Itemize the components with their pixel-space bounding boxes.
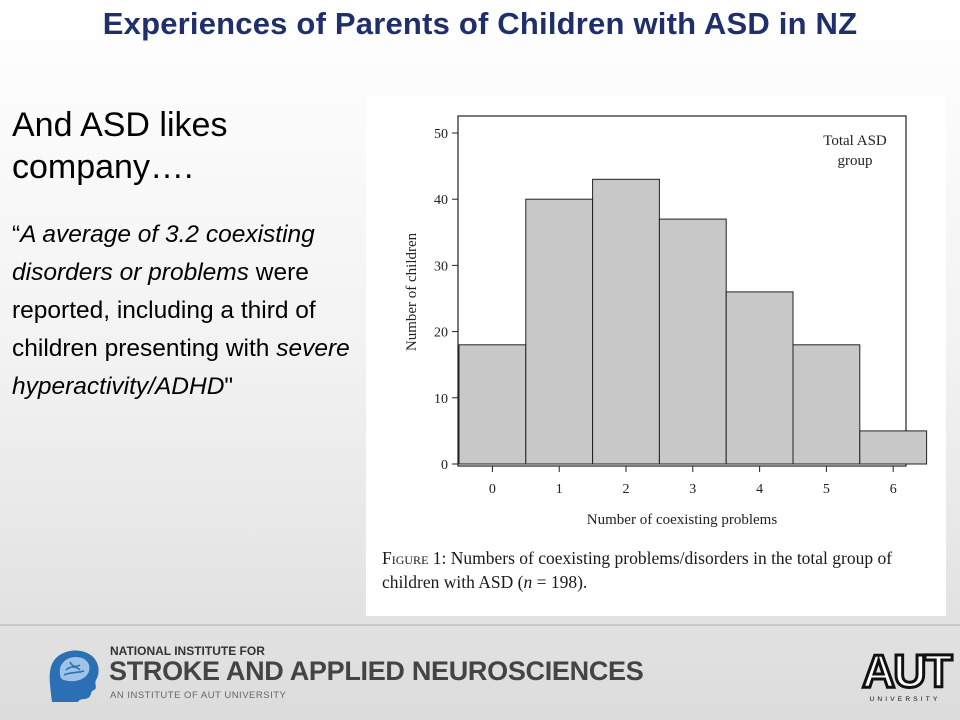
institute-line3: AN INSTITUTE OF AUT UNIVERSITY [110, 690, 287, 701]
bar-1 [525, 198, 594, 465]
x-tick-label: 4 [756, 482, 763, 497]
slide-body: And ASD likes company…. “A average of 3.… [12, 104, 352, 406]
bars-group [458, 178, 928, 465]
figure-panel: 0 10 20 30 40 50 0 1 2 3 4 5 6 Number of children N… [366, 96, 946, 616]
x-axis-label: Number of coexisting problems [587, 512, 778, 528]
y-tick-label: 50 [434, 127, 448, 142]
annotation-line1: Total ASD [823, 133, 887, 149]
x-tick-label: 6 [890, 482, 897, 497]
caption-n-value: = 198). [532, 572, 588, 592]
quote-italic-part1: A average of 3.2 coexisting disorders or… [12, 221, 315, 286]
aut-university-text: UNIVERSITY [869, 696, 941, 703]
y-tick-label: 0 [441, 458, 448, 473]
x-tick-label: 1 [556, 482, 563, 497]
close-quote-mark: " [224, 373, 234, 400]
footer-divider [0, 624, 960, 626]
footer: NATIONAL INSTITUTE FOR STROKE AND APPLIE… [0, 626, 960, 720]
caption-label: Figure 1: [382, 548, 447, 568]
x-tick-label: 0 [489, 482, 496, 497]
bar-0 [458, 344, 527, 465]
quote-plain-part: were reported, including a third of chil… [12, 259, 316, 362]
bar-3 [658, 218, 727, 465]
x-tick-label: 2 [623, 482, 630, 497]
aut-logo: AUT UNIVERSITY [861, 645, 955, 708]
x-tick-label: 5 [823, 482, 830, 497]
y-tick-label: 10 [434, 392, 448, 407]
institute-name: STROKE AND APPLIED NEUROSCIENCES [109, 656, 644, 686]
x-axis: 0 1 2 3 4 5 6 [489, 466, 897, 497]
bar-2 [592, 178, 660, 465]
x-tick-label: 3 [689, 482, 696, 497]
caption-text: Numbers of coexisting problems/disorders… [382, 548, 893, 592]
figure-caption: Figure 1: Numbers of coexisting problems… [382, 546, 938, 594]
quote-text: “A average of 3.2 coexisting disorders o… [12, 216, 352, 406]
y-axis: 0 10 20 30 40 50 [434, 127, 458, 473]
bar-5 [792, 344, 861, 465]
aut-letters: AUT [861, 645, 955, 697]
annotation-line2: group [838, 153, 873, 169]
quote-italic-part2: severe hyperactivity/ADHD [12, 335, 350, 400]
y-tick-label: 30 [434, 259, 448, 274]
y-tick-label: 40 [434, 193, 448, 208]
y-axis-label: Number of children [404, 232, 420, 351]
histogram-chart: 0 10 20 30 40 50 0 1 2 3 4 5 6 Number of children N… [404, 115, 928, 528]
slide-title: Experiences of Parents of Children with … [102, 6, 858, 41]
bar-6 [859, 430, 928, 465]
plot-frame [457, 115, 907, 467]
caption-n-symbol: n [523, 572, 533, 592]
open-quote-mark: “ [12, 221, 21, 248]
slide-heading: And ASD likes company…. [12, 106, 228, 186]
y-tick-label: 20 [434, 326, 448, 341]
institute-line1: NATIONAL INSTITUTE FOR [110, 644, 265, 658]
brain-head-icon [49, 650, 99, 702]
bar-4 [725, 291, 794, 465]
